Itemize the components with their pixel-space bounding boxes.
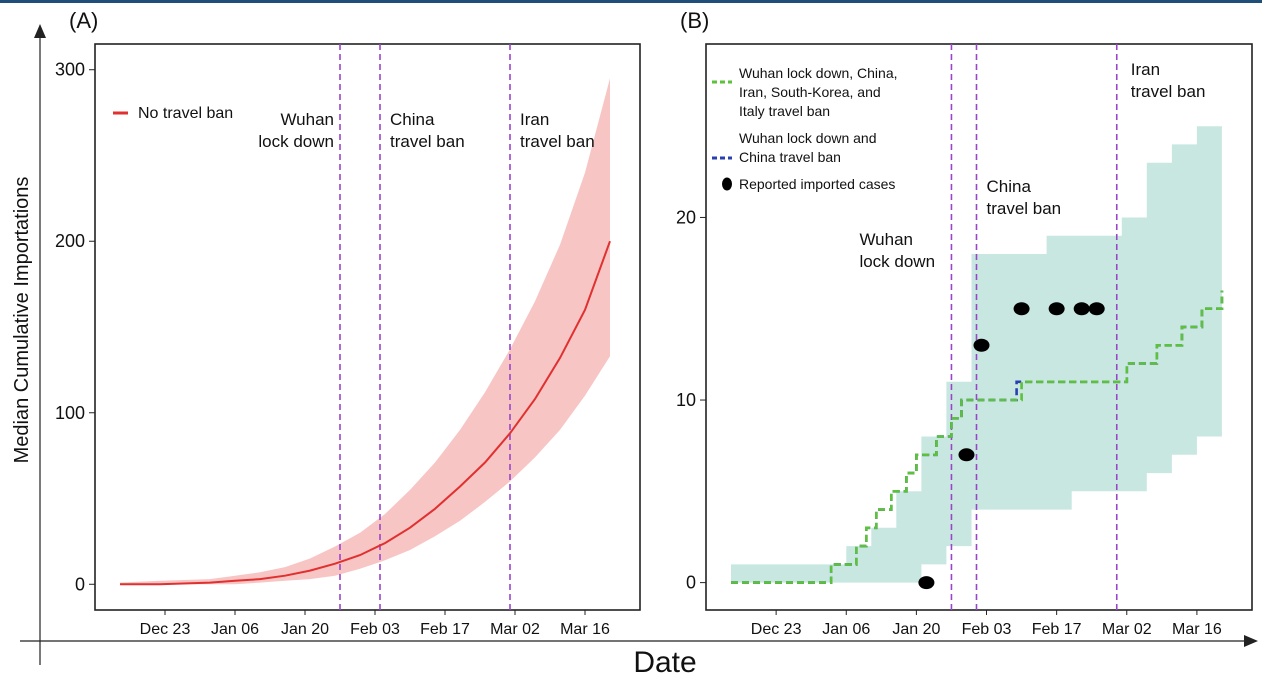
legend-label: Wuhan lock down, China, [739,65,898,81]
event-annotation: travel ban [986,199,1061,218]
x-axis-arrowhead [1244,635,1258,647]
y-axis-label: Median Cumulative Importations [11,177,33,464]
legend-label: Reported imported cases [739,176,895,192]
x-tick-label: Mar 02 [1102,621,1152,638]
legend-label: Iran, South-Korea, and [739,84,881,100]
x-tick-label: Mar 02 [490,621,540,638]
y-tick-label: 200 [55,231,85,251]
panel-a: (A) 0 100 200 300 Dec 23 Jan 06 Jan 20 Feb 03 Feb… [55,8,641,638]
event-annotation: Iran [1131,60,1160,79]
x-tick-label: Jan 06 [211,621,259,638]
confidence-band [120,78,610,585]
x-tick-label: Mar 16 [560,621,610,638]
y-tick-label: 0 [75,574,85,594]
event-annotation: lock down [258,132,334,151]
x-axis-label: Date [633,646,696,678]
event-annotation: lock down [859,252,935,271]
x-tick-label: Feb 17 [1032,621,1082,638]
x-tick-label: Feb 17 [420,621,470,638]
y-tick-label: 0 [686,573,696,593]
event-annotation: China [390,110,435,129]
y-tick-label: 100 [55,403,85,423]
event-annotation: China [986,177,1031,196]
event-annotation: travel ban [390,132,465,151]
data-point [973,338,990,352]
y-axis-arrowhead [34,24,46,38]
event-annotation: Wuhan [280,110,334,129]
event-annotation: Iran [520,110,549,129]
event-annotation: travel ban [1131,82,1206,101]
y-tick-label: 300 [55,60,85,80]
data-point [918,576,935,590]
legend-label: China travel ban [739,149,841,165]
legend-label: Wuhan lock down and [739,130,877,146]
top-rule [0,0,1262,3]
x-tick-label: Dec 23 [751,621,802,638]
series-line [731,290,1224,584]
x-tick-label: Jan 20 [892,621,940,638]
plot-frame [705,43,1253,611]
data-point [1013,302,1030,316]
data-point [1073,302,1090,316]
outer-axes [20,24,1258,665]
series-line [120,240,611,586]
event-annotation: travel ban [520,132,595,151]
x-tick-label: Mar 16 [1172,621,1222,638]
legend-swatch [722,177,732,191]
data-point [1088,302,1105,316]
x-tick-label: Jan 06 [822,621,870,638]
legend-label: No travel ban [138,105,233,122]
legend-label: Italy travel ban [739,103,830,119]
panel-label: (B) [680,8,709,33]
x-tick-label: Feb 03 [350,621,400,638]
x-tick-label: Feb 03 [962,621,1012,638]
data-point [958,448,975,462]
panel-label: (A) [69,8,98,33]
event-annotation: Wuhan [859,230,913,249]
x-tick-label: Jan 20 [281,621,329,638]
plot-frame [94,43,641,611]
data-point [1048,302,1065,316]
y-tick-label: 10 [676,390,696,410]
panel-b: (B) 0 10 20 Dec 23 Jan 06 Jan 20 Feb 03 Feb 17 Ma… [676,8,1253,638]
y-tick-label: 20 [676,207,696,227]
x-tick-label: Dec 23 [140,621,191,638]
